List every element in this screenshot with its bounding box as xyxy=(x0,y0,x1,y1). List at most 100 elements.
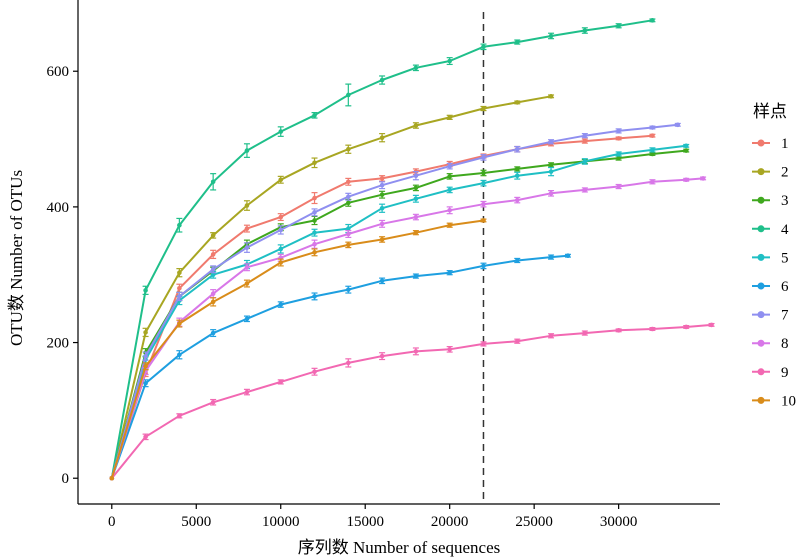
x-tick-label: 5000 xyxy=(181,514,211,530)
data-point xyxy=(346,146,351,152)
data-point xyxy=(447,207,452,213)
data-point xyxy=(278,129,284,134)
data-point xyxy=(143,288,148,293)
data-point xyxy=(312,294,317,299)
data-point xyxy=(616,23,621,29)
data-point xyxy=(346,179,351,185)
legend-swatch-marker xyxy=(757,225,765,233)
data-point xyxy=(143,380,148,386)
data-point xyxy=(709,322,714,328)
data-point xyxy=(346,92,351,98)
data-point xyxy=(650,147,655,153)
data-point xyxy=(616,184,621,189)
data-point xyxy=(346,231,351,237)
data-point xyxy=(447,347,452,352)
data-point xyxy=(481,155,486,160)
series-line xyxy=(110,95,552,479)
y-tick-label: 0 xyxy=(62,471,70,487)
data-point xyxy=(413,214,419,220)
data-point xyxy=(278,214,284,220)
legend-item-5: 5 xyxy=(752,250,789,266)
data-point xyxy=(278,379,284,385)
data-point xyxy=(210,330,216,336)
legend: 样点 1 2 3 4 5 6 7 8 9 10 xyxy=(752,102,796,409)
data-point xyxy=(278,227,284,233)
data-point xyxy=(481,218,486,223)
legend-item-1: 1 xyxy=(752,136,789,152)
data-point xyxy=(481,44,486,50)
data-point xyxy=(413,65,419,71)
data-point xyxy=(109,475,115,481)
data-point xyxy=(346,360,351,366)
data-point xyxy=(650,151,655,157)
data-point xyxy=(244,203,250,208)
data-point xyxy=(582,138,588,144)
data-point xyxy=(582,28,588,33)
legend-label: 4 xyxy=(781,222,789,238)
data-point xyxy=(548,191,554,196)
data-point xyxy=(447,163,452,169)
data-point xyxy=(481,341,486,347)
data-point xyxy=(481,106,486,111)
legend-item-4: 4 xyxy=(752,222,789,238)
x-tick-label: 10000 xyxy=(262,514,300,530)
data-point xyxy=(210,252,216,257)
data-point xyxy=(548,169,554,174)
data-point xyxy=(447,187,452,193)
data-point xyxy=(514,146,520,152)
data-point xyxy=(413,349,419,354)
data-point xyxy=(582,133,588,138)
legend-item-3: 3 xyxy=(752,193,789,209)
data-point xyxy=(379,278,385,284)
data-point xyxy=(548,162,554,168)
legend-label: 3 xyxy=(781,193,789,209)
data-point xyxy=(650,179,655,185)
x-tick-label: 0 xyxy=(108,514,116,530)
data-point xyxy=(700,176,706,181)
data-point xyxy=(514,258,520,263)
data-point xyxy=(447,270,452,275)
data-point xyxy=(683,324,689,330)
data-point xyxy=(616,128,621,134)
series-2 xyxy=(109,94,555,481)
x-tick-label: 15000 xyxy=(346,514,384,530)
data-point xyxy=(447,222,452,228)
data-point xyxy=(346,194,351,200)
y-tick-label: 200 xyxy=(47,336,70,352)
x-tick-label: 20000 xyxy=(431,514,469,530)
legend-label: 7 xyxy=(781,308,789,324)
data-point xyxy=(413,185,419,191)
legend-label: 8 xyxy=(781,336,789,352)
data-point xyxy=(548,94,554,99)
data-point xyxy=(548,254,554,260)
y-tick-label: 600 xyxy=(47,64,70,80)
data-point xyxy=(650,125,655,130)
data-point xyxy=(244,226,250,231)
series-10 xyxy=(109,218,487,481)
data-point xyxy=(278,246,284,252)
data-point xyxy=(514,166,520,172)
x-ticks: 0 5000 10000 15000 20000 25000 30000 xyxy=(108,504,637,530)
data-point xyxy=(177,294,182,299)
series-line xyxy=(110,149,687,479)
legend-item-7: 7 xyxy=(752,308,789,324)
data-point xyxy=(565,253,571,259)
legend-item-9: 9 xyxy=(752,365,789,381)
data-point xyxy=(143,330,148,335)
legend-swatch-marker xyxy=(757,396,765,404)
data-point xyxy=(177,321,182,326)
y-tick-label: 400 xyxy=(47,200,70,216)
data-point xyxy=(244,245,250,250)
legend-item-8: 8 xyxy=(752,336,789,352)
data-point xyxy=(312,210,317,215)
series-9 xyxy=(109,322,715,481)
data-point xyxy=(244,148,250,153)
data-point xyxy=(379,192,385,197)
data-point xyxy=(650,326,655,332)
data-point xyxy=(616,151,621,157)
legend-swatch-marker xyxy=(757,311,765,319)
data-point xyxy=(379,205,385,211)
series-6 xyxy=(109,253,571,481)
data-point xyxy=(481,170,486,176)
